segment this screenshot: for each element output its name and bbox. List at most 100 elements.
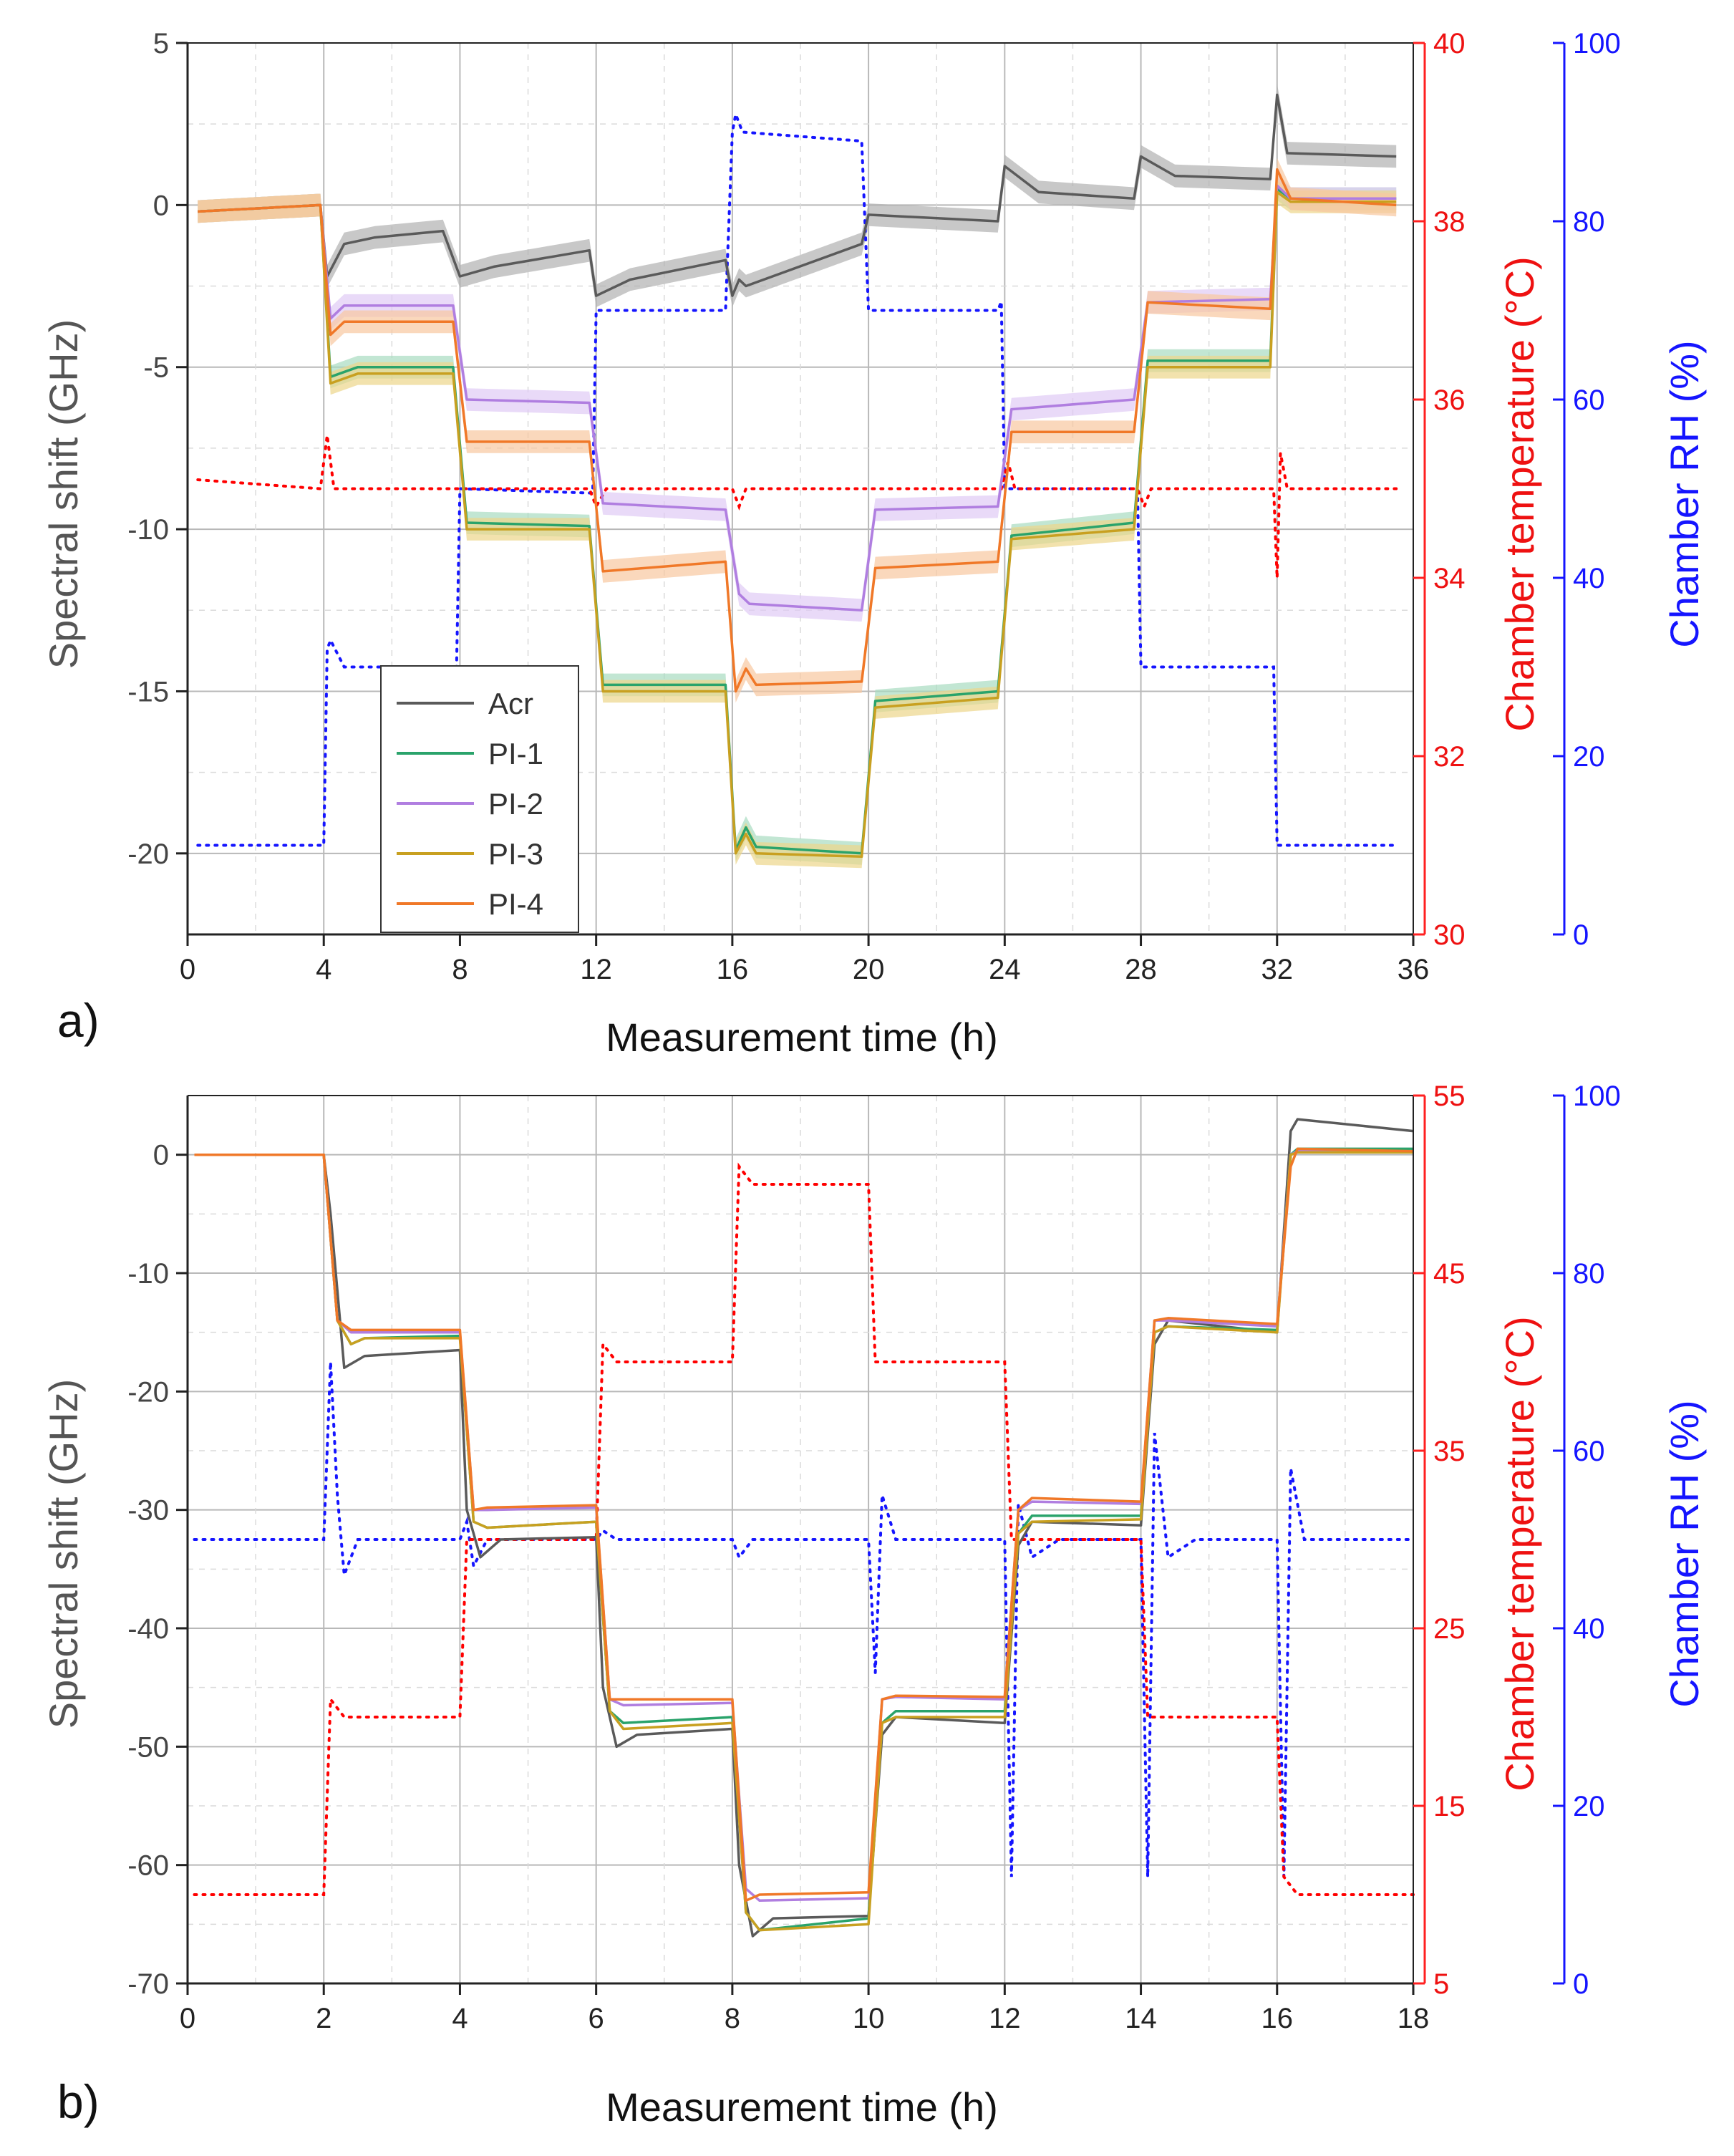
- axes-a: [186, 42, 1566, 936]
- x-tick-label: 32: [1261, 954, 1294, 985]
- x-tick-label: 36: [1398, 954, 1430, 985]
- x-tick-label: 8: [725, 2003, 740, 2034]
- panel-label-a: a): [57, 994, 100, 1047]
- y-tick-label: 5: [153, 28, 169, 59]
- y3-axis-label-b: Chamber RH (%): [1662, 1400, 1707, 1707]
- temperature-tick-label: 36: [1433, 385, 1466, 416]
- x-tick-label: 12: [580, 954, 612, 985]
- error-bands-a: [198, 83, 1397, 869]
- legend-label-acr: Acr: [488, 687, 533, 720]
- y-tick-label: -5: [143, 352, 169, 384]
- rh-tick-label: 60: [1573, 385, 1605, 416]
- rh-tick-label: 100: [1573, 1081, 1621, 1112]
- temperature-series-b: [193, 1162, 1415, 1896]
- error-band-acr: [198, 83, 1397, 307]
- series-line-pi-3: [194, 1151, 1413, 1932]
- rh-dotted-line: [193, 1361, 1415, 1877]
- series-line-pi-2: [198, 184, 1397, 612]
- rh-series-b: [193, 1361, 1415, 1877]
- temperature-tick-label: 32: [1433, 741, 1466, 773]
- y-axis-label-b: Spectral shift (GHz): [41, 1379, 86, 1729]
- y2-axis-label-b: Chamber temperature (°C): [1497, 1316, 1542, 1792]
- panel-b: 0 2 4 6 8 10 12 14 16 18 0 -10 -20 -30 -40 -50 -60 -70 5 15…: [41, 1081, 1707, 2130]
- rh-dotted-line: [196, 109, 1398, 847]
- x-tick-label: 20: [853, 954, 885, 985]
- x-tick-label: 6: [589, 2003, 604, 2034]
- legend: Acr PI-1 PI-2 PI-3 PI-4: [380, 665, 579, 933]
- y-tick-label: -50: [127, 1731, 169, 1763]
- temperature-tick-label: 35: [1433, 1436, 1466, 1467]
- y-tick-label: -10: [127, 1258, 169, 1290]
- temperature-dotted-line: [193, 1162, 1415, 1896]
- y-tick-label: 0: [153, 1140, 169, 1171]
- y-tick-label: -70: [127, 1968, 169, 2000]
- series-line-pi-2: [194, 1149, 1413, 1903]
- series-line-pi-4: [194, 1147, 1414, 1903]
- rh-tick-label: 60: [1573, 1436, 1605, 1467]
- y-tick-label: -40: [127, 1613, 169, 1645]
- x-tick-label: 14: [1125, 2003, 1157, 2034]
- legend-box: [380, 665, 579, 933]
- temperature-tick-label: 30: [1433, 919, 1466, 951]
- x-tick-label: 4: [316, 954, 331, 985]
- y-tick-label: -30: [127, 1495, 169, 1527]
- rh-series-a: [196, 109, 1398, 847]
- series-line-pi-1: [198, 187, 1397, 855]
- x-tick-label: 28: [1125, 954, 1157, 985]
- temperature-tick-label: 55: [1433, 1081, 1466, 1112]
- x-tick-label: 2: [316, 2003, 331, 2034]
- legend-label-pi-1: PI-1: [488, 737, 543, 770]
- error-band-pi-3: [198, 180, 1397, 869]
- ticks-b: 0 2 4 6 8 10 12 14 16 18 0 -10 -20 -30 -40 -50 -60 -70 5 15…: [127, 1081, 1621, 2034]
- error-band-pi-1: [198, 177, 1397, 865]
- temperature-tick-label: 45: [1433, 1258, 1466, 1290]
- legend-label-pi-3: PI-3: [488, 837, 543, 871]
- temperature-tick-label: 38: [1433, 206, 1466, 238]
- rh-tick-label: 80: [1573, 206, 1605, 238]
- x-axis-label-a: Measurement time (h): [606, 1015, 998, 1060]
- y3-axis-label-a: Chamber RH (%): [1662, 340, 1707, 647]
- temperature-series-a: [196, 435, 1398, 579]
- y-tick-label: -60: [127, 1850, 169, 1882]
- x-tick-label: 0: [180, 954, 195, 985]
- series-line-acr: [198, 93, 1397, 297]
- temperature-tick-label: 5: [1433, 1968, 1449, 2000]
- rh-tick-label: 100: [1573, 28, 1621, 59]
- rh-tick-label: 80: [1573, 1258, 1605, 1290]
- x-tick-label: 8: [452, 954, 468, 985]
- x-tick-label: 12: [989, 2003, 1021, 2034]
- x-tick-label: 4: [452, 2003, 468, 2034]
- temperature-tick-label: 34: [1433, 563, 1466, 594]
- legend-label-pi-2: PI-2: [488, 787, 543, 821]
- y2-axis-label-a: Chamber temperature (°C): [1497, 256, 1542, 732]
- x-tick-label: 10: [853, 2003, 885, 2034]
- panel-label-b: b): [57, 2075, 100, 2128]
- error-band-pi-4: [198, 158, 1397, 703]
- temperature-tick-label: 15: [1433, 1791, 1466, 1822]
- x-tick-label: 16: [717, 954, 749, 985]
- series-line-acr: [194, 1118, 1414, 1938]
- y-tick-label: -20: [127, 1376, 169, 1408]
- ticks-a: 0 4 8 12 16 20 24 28 32 36 5 0 -5 -10 -15 -20 30 32 34 36 38…: [127, 28, 1621, 985]
- y-tick-label: -15: [127, 676, 169, 707]
- y-tick-label: -20: [127, 838, 169, 870]
- temperature-tick-label: 25: [1433, 1613, 1466, 1645]
- x-tick-label: 16: [1261, 2003, 1294, 2034]
- x-axis-label-b: Measurement time (h): [606, 2084, 998, 2130]
- rh-tick-label: 20: [1573, 741, 1605, 773]
- shift-series-b: [194, 1118, 1414, 1938]
- temperature-tick-label: 40: [1433, 28, 1466, 59]
- y-tick-label: -10: [127, 514, 169, 546]
- x-tick-label: 24: [989, 954, 1021, 985]
- x-tick-label: 18: [1398, 2003, 1430, 2034]
- panel-a: 0 4 8 12 16 20 24 28 32 36 5 0 -5 -10 -15 -20 30 32 34 36 38…: [41, 28, 1707, 1060]
- shift-series-a: [198, 93, 1397, 859]
- x-tick-label: 0: [180, 2003, 195, 2034]
- rh-tick-label: 40: [1573, 563, 1605, 594]
- series-line-pi-4: [198, 168, 1397, 693]
- y-tick-label: 0: [153, 190, 169, 221]
- y-axis-label-a: Spectral shift (GHz): [41, 319, 86, 669]
- rh-tick-label: 0: [1573, 1968, 1589, 2000]
- rh-tick-label: 20: [1573, 1791, 1605, 1822]
